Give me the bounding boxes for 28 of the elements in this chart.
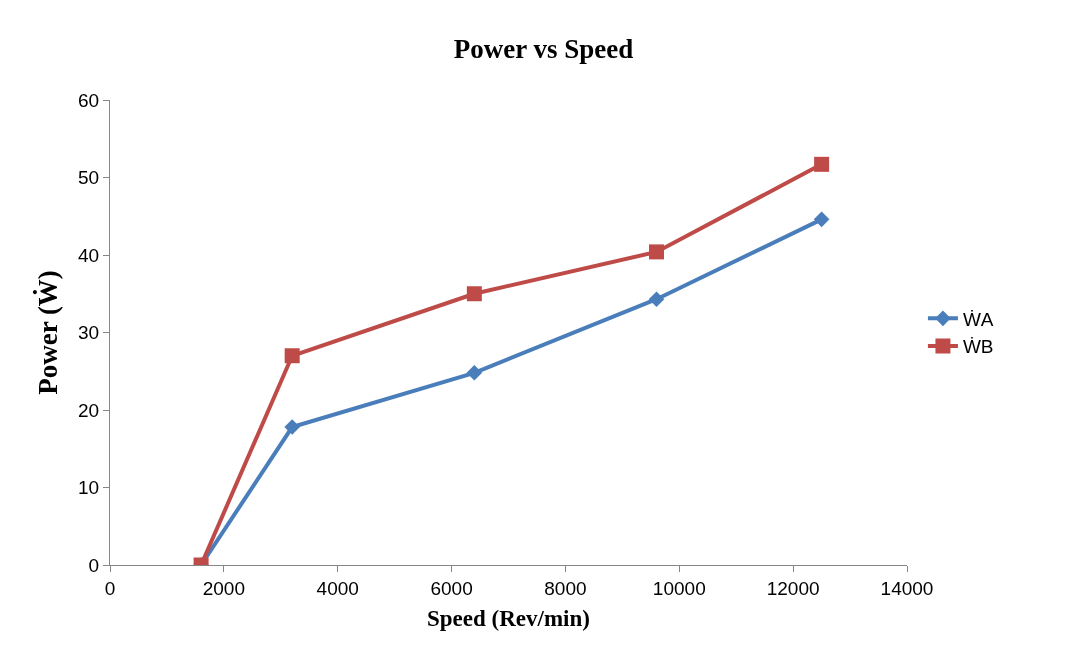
point — [284, 419, 300, 435]
y-tick-label: 60 — [78, 89, 100, 111]
x-tick-label: 0 — [104, 577, 116, 599]
x-tick-label: 12000 — [766, 577, 820, 599]
x-tick-label: 6000 — [430, 577, 473, 599]
x-tick-label: 8000 — [544, 577, 587, 599]
point — [813, 211, 830, 228]
x-tick-label: 10000 — [652, 577, 706, 599]
x-axis-title: Speed (Rev/min) — [427, 606, 590, 632]
y-tick-label: 40 — [78, 244, 100, 266]
legend-label: ẆB — [962, 336, 994, 358]
x-tick-label: 4000 — [316, 577, 359, 599]
point — [648, 291, 665, 307]
point — [649, 244, 665, 260]
point — [466, 286, 482, 302]
y-tick-label: 10 — [78, 477, 100, 499]
point — [284, 348, 300, 364]
point — [466, 365, 483, 381]
y-tick-label: 0 — [88, 554, 100, 576]
y-tick-label: 50 — [78, 167, 100, 189]
y-axis-title: Power (Ẇ) — [32, 270, 64, 395]
point — [814, 156, 830, 172]
y-tick-label: 30 — [78, 322, 100, 344]
y-tick-label: 20 — [78, 399, 100, 421]
chart-title: Power vs Speed — [453, 33, 634, 64]
legend-label: ẆA — [962, 308, 994, 330]
x-tick-label: 14000 — [880, 577, 934, 599]
x-tick-label: 2000 — [202, 577, 245, 599]
